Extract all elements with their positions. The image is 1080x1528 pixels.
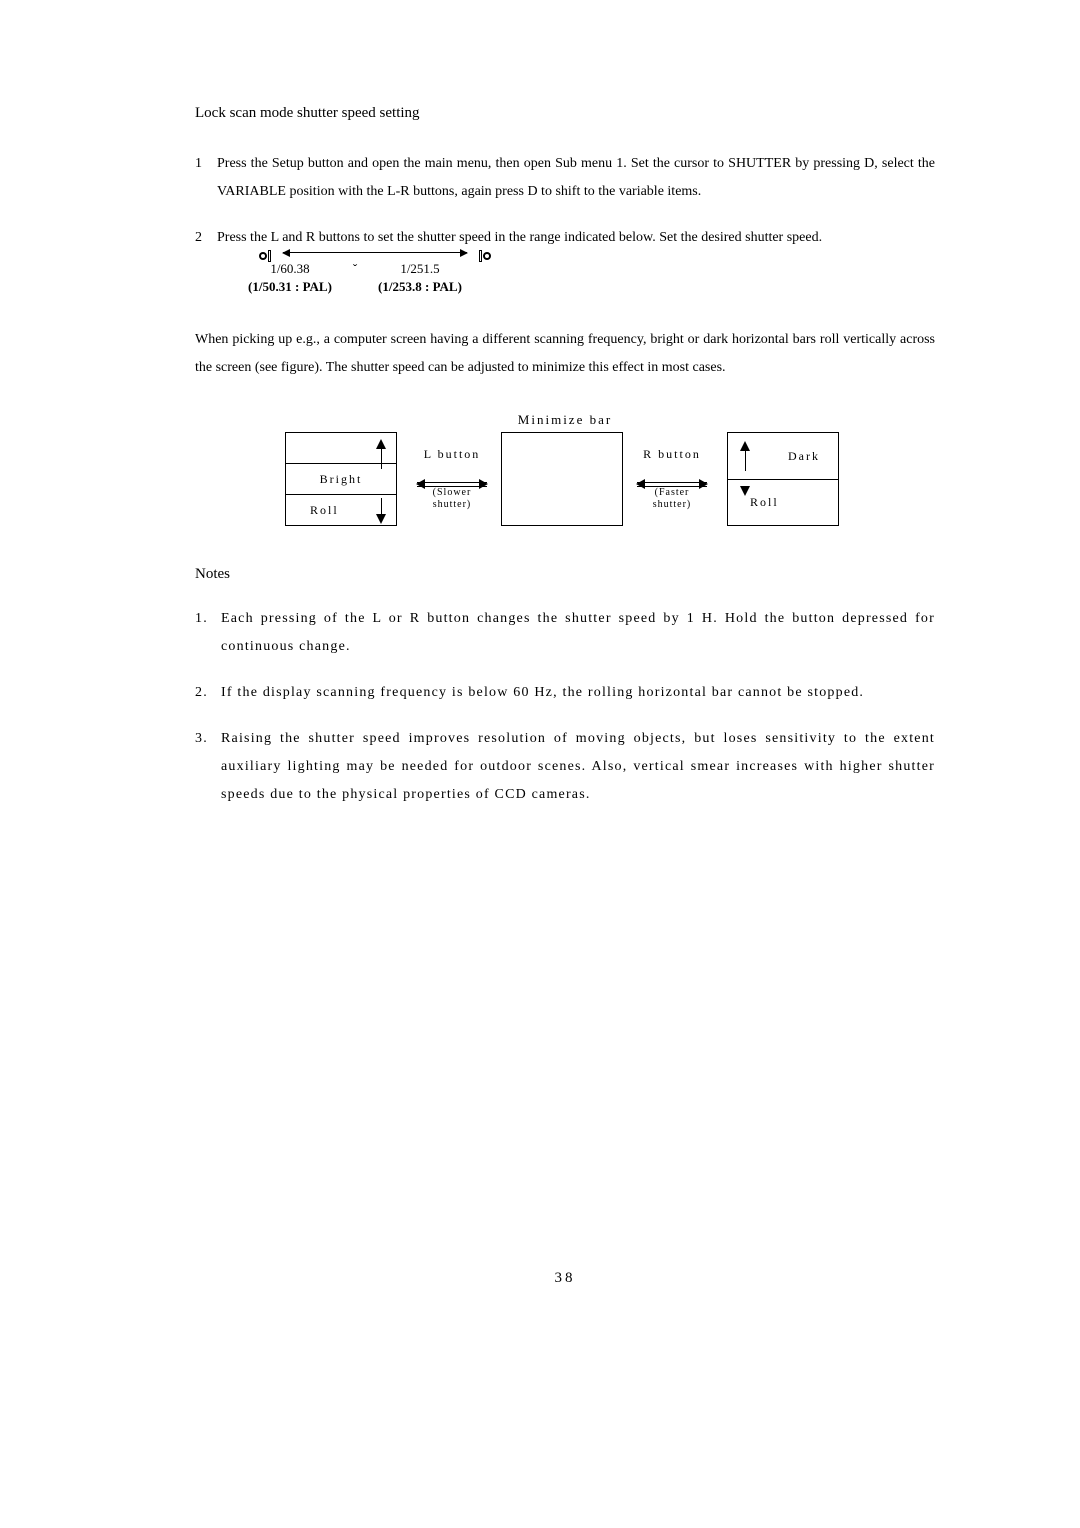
note-3: 3. Raising the shutter speed improves re… — [195, 725, 935, 809]
roll-left-label: Roll — [310, 503, 339, 518]
right-screen: Dark Roll — [727, 432, 839, 526]
range-left-value: 1/60.38 — [235, 260, 345, 278]
range-tilde: ˇ — [345, 260, 365, 278]
step-number: 1 — [195, 150, 217, 206]
bright-cell: Bright — [286, 463, 396, 494]
explanation-paragraph: When picking up e.g., a computer screen … — [195, 326, 935, 382]
minimize-bar-diagram: Minimize bar Bright Roll — [285, 412, 845, 526]
roll-right-cell: Roll — [728, 479, 838, 526]
diagram-row: Bright Roll L button (Slower shutter) — [285, 432, 845, 526]
down-arrow-icon — [376, 498, 386, 524]
note-text: Each pressing of the L or R button chang… — [221, 605, 935, 661]
step-1: 1 Press the Setup button and open the ma… — [195, 150, 935, 206]
l-button-column: L button (Slower shutter) — [403, 432, 501, 526]
dark-label: Dark — [788, 449, 820, 464]
range-right-value: 1/251.5 — [365, 260, 475, 278]
range-left-pal: (1/50.31 : PAL) — [235, 278, 345, 296]
notes-heading: Notes — [195, 566, 935, 583]
range-arrow-icon — [283, 252, 467, 253]
note-number: 2. — [195, 679, 221, 707]
range-arrow-row — [265, 246, 485, 260]
shutter-range: 1/60.38 ˇ 1/251.5 (1/50.31 : PAL) (1/253… — [235, 246, 935, 296]
note-2: 2. If the display scanning frequency is … — [195, 679, 935, 707]
left-screen: Bright Roll — [285, 432, 397, 526]
note-number: 3. — [195, 725, 221, 809]
note-number: 1. — [195, 605, 221, 661]
up-arrow-icon — [740, 441, 750, 471]
r-button-column: R button (Faster shutter) — [623, 432, 721, 526]
dark-cell: Dark — [728, 433, 838, 479]
lr-arrow-icon — [417, 482, 487, 483]
left-top-cell — [286, 433, 396, 463]
note-text: If the display scanning frequency is bel… — [221, 679, 935, 707]
faster-label: (Faster shutter) — [637, 487, 707, 511]
range-left-icon — [259, 246, 271, 264]
note-text: Raising the shutter speed improves resol… — [221, 725, 935, 809]
page-content: Lock scan mode shutter speed setting 1 P… — [195, 105, 935, 827]
l-button-label: L button — [424, 447, 481, 462]
faster-block: (Faster shutter) — [637, 482, 707, 511]
section-title: Lock scan mode shutter speed setting — [195, 105, 935, 122]
roll-right-label: Roll — [750, 495, 779, 510]
range-right-pal: (1/253.8 : PAL) — [365, 278, 475, 296]
step-number: 2 — [195, 224, 217, 252]
note-1: 1. Each pressing of the L or R button ch… — [195, 605, 935, 661]
range-pal-values: (1/50.31 : PAL) (1/253.8 : PAL) — [235, 278, 935, 296]
slower-block: (Slower shutter) — [417, 482, 487, 511]
step-text: Press the Setup button and open the main… — [217, 150, 935, 206]
minimize-label: Minimize bar — [285, 412, 845, 428]
lr-arrow-icon — [637, 482, 707, 483]
roll-left-cell: Roll — [286, 494, 396, 525]
r-button-label: R button — [643, 447, 701, 462]
range-values: 1/60.38 ˇ 1/251.5 — [235, 260, 935, 278]
down-arrow-icon — [740, 486, 750, 496]
range-right-icon — [479, 246, 491, 264]
center-screen — [501, 432, 623, 526]
page-number: 38 — [195, 1270, 935, 1287]
slower-label: (Slower shutter) — [417, 487, 487, 511]
